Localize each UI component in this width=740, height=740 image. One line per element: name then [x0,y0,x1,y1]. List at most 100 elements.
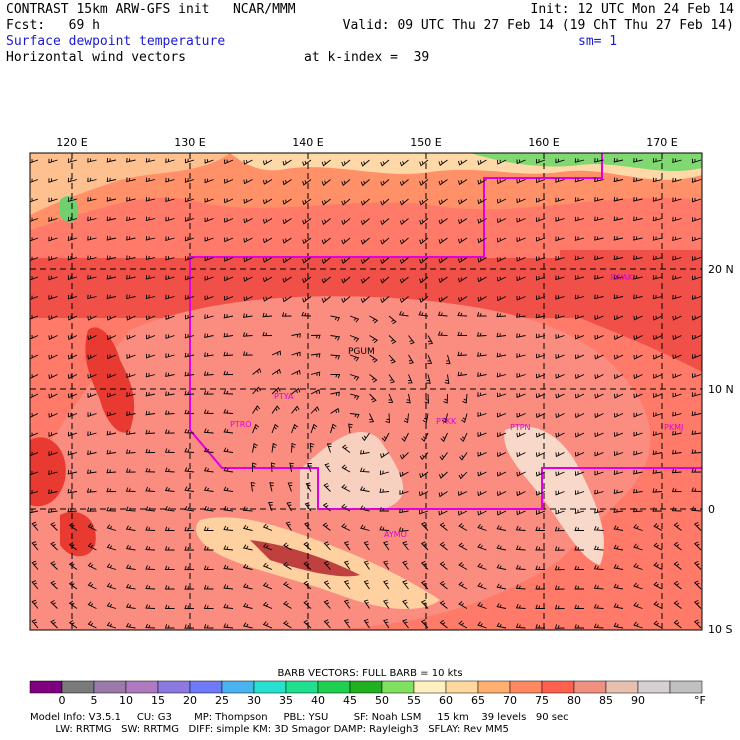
wind-barb [242,506,253,512]
wind-barb [361,432,370,442]
wind-barb [341,218,351,226]
wind-barb [125,487,136,492]
wind-barb [672,315,682,321]
wind-barb [262,198,273,205]
wind-barb [419,257,429,264]
wind-barb [48,217,58,222]
wind-barb [165,197,175,203]
wind-barb [302,296,312,303]
wind-barb [380,276,390,284]
wind-barb [477,563,487,570]
legend-tick: 65 [471,694,485,707]
wind-barb [126,255,136,261]
wind-barb [31,521,39,531]
wind-barb [223,256,234,262]
wind-barb [125,468,136,473]
wind-barb [693,560,702,570]
wind-barb [419,218,429,225]
wind-barb [496,179,507,185]
wind-barb [477,179,487,185]
wind-barb [283,620,292,629]
wind-barb [535,526,545,531]
wind-barb [262,296,273,302]
wind-barb [145,526,156,531]
wind-barb [441,413,448,424]
wind-barb [496,198,507,204]
wind-barb [633,602,643,609]
wind-barb [305,482,312,492]
wind-barb [145,410,156,416]
wind-barb [321,257,331,264]
forecast-hour: Fcst: 69 h [6,18,100,33]
station-pkmj: PKMJ [664,423,683,432]
wind-barb [691,487,702,492]
wind-barb [321,237,331,245]
wind-barb [252,368,262,375]
wind-barb [671,468,682,474]
wind-barb [398,310,409,317]
wind-barb [438,471,448,479]
wind-barb [48,374,58,380]
wind-barb [223,506,234,512]
wind-barb [271,350,282,356]
wind-barb [613,393,624,399]
wind-barb [633,450,643,456]
legend-swatch [509,680,543,694]
wind-barb [575,314,585,320]
wind-barb [164,448,175,453]
wind-barb [223,237,234,243]
legend-tick: 15 [151,694,165,707]
wind-barb [164,604,175,610]
wind-barb [360,524,370,531]
wind-barb [30,178,39,183]
wind-barb [554,565,565,571]
wind-barb [106,563,117,570]
wind-barb [383,560,390,570]
wind-barb [145,623,156,629]
wind-barb [418,311,429,317]
wind-barb [632,507,643,513]
wind-barb [535,510,546,515]
wind-barb [203,486,214,492]
station-ptya: PTYA [274,392,294,401]
wind-barb [613,335,624,340]
wind-barb [535,585,545,590]
wind-barb [301,311,312,317]
wind-barb [360,276,370,284]
wind-barb [420,541,429,551]
legend-swatch [381,680,415,694]
wind-barb [594,413,604,419]
wind-barb [574,452,585,457]
wind-barb [477,296,487,302]
wind-barb [30,471,39,476]
wind-barb [204,276,214,281]
wind-barb [203,371,214,376]
legend-swatch [253,680,287,694]
wind-barb [477,392,487,397]
wind-barb [323,482,331,492]
wind-barb [457,311,468,317]
wind-barb [458,601,468,609]
wind-barb [145,334,156,340]
wind-barb [223,466,234,473]
wind-barb [496,276,507,282]
wind-barb [341,444,351,453]
wind-barb [407,374,413,384]
wind-barb [349,413,360,419]
wind-barb [164,526,175,532]
wind-barb [125,506,136,512]
wind-barb [515,525,526,531]
wind-barb [613,216,624,222]
wind-barb [145,255,156,261]
wind-barb [458,562,468,570]
wind-barb [304,502,312,512]
legend-swatch [29,680,63,694]
wind-barb [496,352,507,358]
wind-barb [262,159,273,166]
wind-barb [48,256,58,261]
wind-barb [50,522,58,531]
color-legend [29,680,703,694]
wind-barb [106,235,117,241]
wind-barb [652,374,663,379]
wind-barb [250,482,256,492]
